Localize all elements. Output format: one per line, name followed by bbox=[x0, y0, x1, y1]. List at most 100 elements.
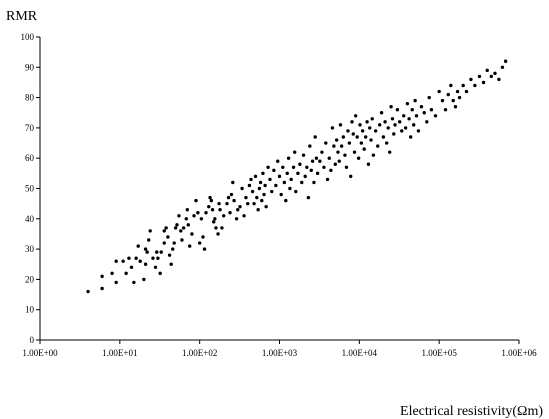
data-point bbox=[247, 183, 252, 188]
data-point bbox=[405, 101, 410, 106]
data-point bbox=[136, 244, 140, 248]
x-tick-label: 1.00E+01 bbox=[102, 348, 137, 358]
data-point bbox=[381, 135, 386, 139]
data-point bbox=[155, 250, 159, 254]
data-point bbox=[277, 174, 282, 179]
data-point bbox=[294, 189, 298, 194]
data-point bbox=[383, 120, 387, 124]
data-point bbox=[266, 165, 270, 169]
data-point bbox=[413, 98, 417, 103]
data-point bbox=[503, 59, 508, 63]
data-point bbox=[308, 144, 312, 148]
data-point bbox=[296, 171, 300, 176]
y-tick-label: 10 bbox=[25, 305, 35, 315]
data-point bbox=[272, 168, 276, 173]
data-point bbox=[214, 226, 218, 230]
data-point bbox=[199, 217, 204, 221]
data-point bbox=[303, 174, 307, 179]
data-point bbox=[473, 83, 477, 88]
data-point bbox=[162, 229, 166, 233]
data-point bbox=[333, 162, 337, 166]
data-point bbox=[252, 201, 256, 206]
data-point bbox=[461, 83, 465, 88]
data-point bbox=[358, 123, 362, 127]
data-point bbox=[142, 277, 146, 282]
data-point bbox=[306, 195, 311, 200]
data-point bbox=[228, 211, 232, 215]
data-point bbox=[485, 68, 489, 73]
data-point bbox=[329, 168, 333, 173]
data-point bbox=[343, 153, 347, 157]
data-point bbox=[338, 123, 343, 127]
data-point bbox=[464, 89, 469, 94]
data-point bbox=[370, 117, 374, 121]
data-point bbox=[258, 180, 263, 185]
data-point bbox=[481, 80, 486, 85]
data-point bbox=[449, 83, 453, 88]
data-point bbox=[201, 235, 205, 239]
data-point bbox=[301, 153, 306, 157]
data-point bbox=[132, 280, 136, 285]
data-point bbox=[469, 77, 473, 82]
data-point bbox=[419, 104, 424, 109]
data-point bbox=[313, 135, 317, 139]
data-point bbox=[288, 186, 292, 191]
data-point bbox=[414, 114, 419, 118]
data-point bbox=[110, 271, 114, 276]
data-point bbox=[327, 156, 331, 160]
data-point bbox=[279, 192, 283, 197]
data-point bbox=[341, 135, 346, 139]
data-point bbox=[86, 289, 90, 294]
y-tick-label: 40 bbox=[25, 214, 35, 224]
data-point bbox=[148, 229, 152, 233]
data-point bbox=[240, 186, 244, 191]
x-tick-label: 1.00E+06 bbox=[501, 348, 537, 358]
data-point bbox=[366, 162, 371, 166]
data-point bbox=[262, 192, 266, 197]
data-point bbox=[493, 71, 497, 76]
data-point bbox=[246, 201, 250, 206]
y-tick-label: 90 bbox=[25, 62, 35, 72]
data-point bbox=[202, 247, 207, 251]
data-point bbox=[334, 138, 339, 142]
data-point bbox=[229, 192, 234, 197]
data-point bbox=[457, 95, 462, 100]
axes: 0 10 20 30 40 50 60 70 80 90 100 1.00E+00 1.00E+01 1.… bbox=[21, 32, 538, 358]
x-tick-label: 1.00E+00 bbox=[22, 348, 58, 358]
data-point bbox=[159, 250, 163, 254]
data-point bbox=[114, 280, 118, 285]
data-point bbox=[365, 120, 369, 124]
data-point bbox=[352, 150, 357, 154]
data-point bbox=[309, 168, 313, 173]
data-point bbox=[360, 129, 365, 133]
data-point bbox=[433, 114, 438, 118]
data-point bbox=[253, 174, 258, 179]
data-point bbox=[386, 126, 390, 130]
data-point bbox=[292, 150, 297, 154]
data-point bbox=[197, 241, 202, 245]
data-point bbox=[389, 104, 393, 109]
data-point bbox=[489, 74, 494, 79]
data-point bbox=[362, 147, 366, 151]
data-point bbox=[379, 111, 384, 115]
data-point bbox=[392, 132, 396, 136]
data-point bbox=[194, 198, 198, 203]
data-point bbox=[204, 211, 208, 215]
data-point bbox=[310, 159, 315, 163]
data-point bbox=[324, 141, 328, 145]
data-point bbox=[318, 159, 322, 163]
data-point bbox=[289, 177, 293, 182]
y-tick-label: 50 bbox=[25, 184, 35, 194]
data-point bbox=[422, 111, 426, 115]
data-point bbox=[276, 159, 280, 163]
data-point bbox=[173, 226, 178, 230]
data-point bbox=[325, 177, 330, 182]
data-point bbox=[300, 180, 304, 185]
data-point bbox=[164, 226, 168, 230]
data-point bbox=[153, 265, 158, 269]
data-point bbox=[384, 141, 389, 145]
data-point bbox=[453, 104, 458, 109]
data-point bbox=[151, 256, 155, 260]
data-point bbox=[222, 214, 226, 218]
data-point bbox=[220, 226, 224, 230]
